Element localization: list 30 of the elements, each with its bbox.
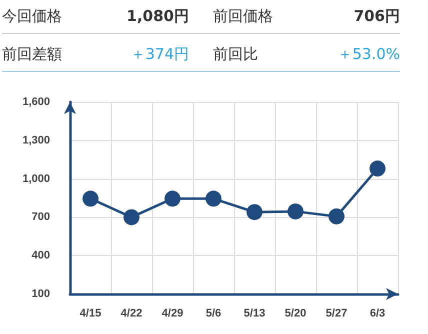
x-tick-label: 4/29 — [162, 308, 184, 320]
point — [328, 208, 344, 224]
y-tick-label: 1,300 — [22, 134, 50, 146]
point — [288, 203, 304, 220]
point — [164, 190, 180, 207]
text: 前回価格 — [213, 7, 274, 26]
point — [370, 160, 386, 177]
text: 706円 — [352, 7, 400, 26]
text: 1,080円 — [126, 7, 189, 26]
x-tick-label: 4/15 — [80, 308, 102, 320]
y-tick-label: 400 — [32, 250, 50, 262]
point — [124, 209, 140, 226]
x-tick-label: 4/22 — [120, 308, 142, 320]
point — [82, 190, 98, 207]
x-tick-label: 5/6 — [206, 308, 222, 320]
text: ＋374円 — [129, 45, 189, 64]
text: 前回比 — [213, 45, 259, 64]
text: 今回価格 — [2, 7, 63, 26]
y-tick-label: 100 — [32, 288, 50, 300]
y-tick-label: 1,000 — [22, 172, 50, 185]
x-tick-label: 5/13 — [244, 308, 266, 320]
text: ＋53.0% — [336, 45, 400, 64]
text: 前回差額 — [2, 45, 63, 64]
y-tick-label: 700 — [32, 211, 50, 224]
x-tick-label: 5/20 — [284, 308, 306, 320]
point — [246, 204, 262, 220]
x-tick-label: 6/3 — [370, 308, 386, 320]
point — [206, 190, 222, 207]
y-tick-label: 1,600 — [22, 96, 50, 108]
x-tick-label: 5/27 — [326, 308, 348, 320]
